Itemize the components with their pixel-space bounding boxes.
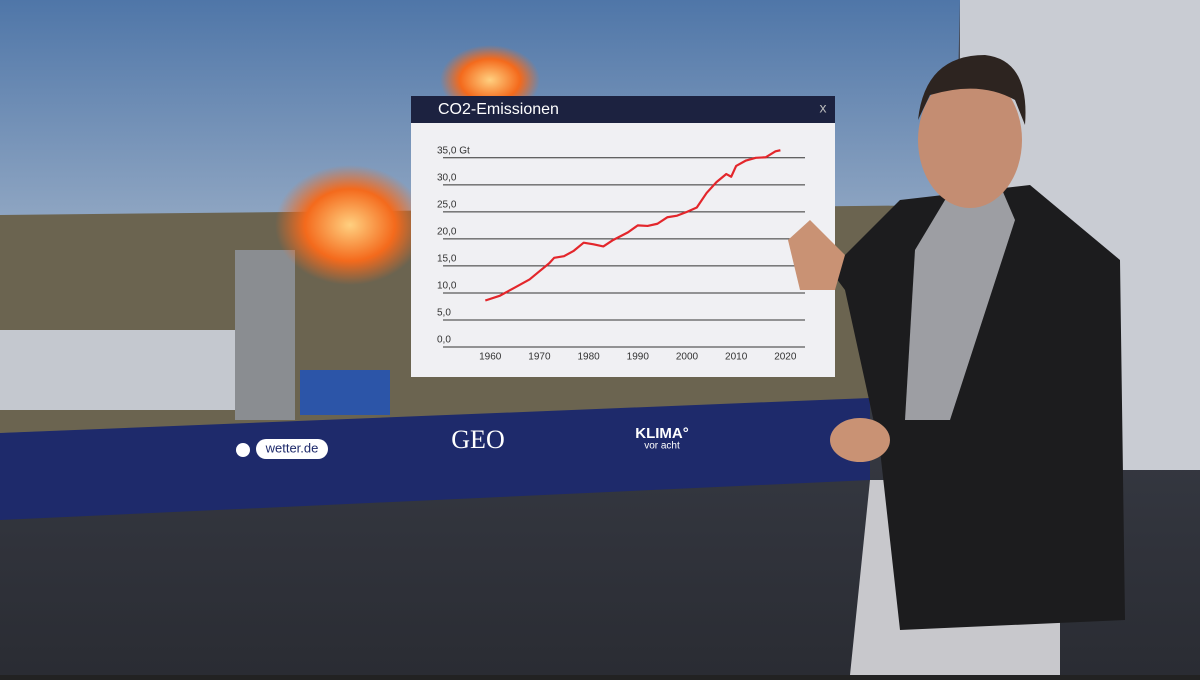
chart-body bbox=[411, 96, 835, 377]
y-tick-label: 0,0 bbox=[437, 335, 451, 346]
logo-geo: GEO bbox=[451, 425, 504, 454]
data-line bbox=[484, 149, 781, 302]
building bbox=[300, 370, 390, 415]
y-tick-label: 5,0 bbox=[437, 308, 451, 319]
jacket bbox=[830, 185, 1125, 630]
logo-pill bbox=[256, 439, 328, 459]
y-tick-label: 15,0 bbox=[437, 254, 457, 265]
logo-wetter: wetter.de bbox=[265, 440, 319, 455]
logo-klima-sub: vor acht bbox=[644, 441, 680, 452]
y-tick-label: 25,0 bbox=[437, 200, 457, 211]
building bbox=[0, 330, 240, 410]
x-tick-label: 2010 bbox=[725, 352, 748, 363]
y-tick-label: 35,0 Gt bbox=[437, 145, 470, 156]
chart-panel: CO2-Emissionen x 0,0 5,0 10,0 15,0 20,0 25,0 3… bbox=[411, 96, 835, 377]
hand bbox=[830, 418, 890, 462]
logo-klima: KLIMA° bbox=[635, 425, 689, 442]
chart-header bbox=[411, 96, 835, 123]
x-tick-label: 1980 bbox=[577, 352, 600, 363]
turtleneck bbox=[905, 185, 1015, 420]
x-tick-label: 1970 bbox=[528, 352, 551, 363]
y-tick-label: 10,0 bbox=[437, 281, 457, 292]
y-tick-label: 20,0 bbox=[437, 227, 457, 238]
x-tick-label: 2000 bbox=[676, 352, 699, 363]
close-button: x bbox=[820, 100, 827, 116]
logo-icon bbox=[236, 443, 250, 457]
x-tick-label: 2020 bbox=[774, 352, 797, 363]
x-tick-label: 1960 bbox=[479, 352, 502, 363]
head bbox=[918, 72, 1022, 208]
hand bbox=[788, 220, 845, 290]
hair bbox=[918, 55, 1026, 125]
chart-title: CO2-Emissionen bbox=[438, 101, 559, 118]
y-tick-label: 30,0 bbox=[437, 172, 457, 183]
flame bbox=[275, 165, 425, 285]
presenter bbox=[788, 55, 1125, 675]
x-tick-label: 1990 bbox=[627, 352, 650, 363]
logo-band bbox=[0, 398, 870, 520]
flare-stack bbox=[235, 250, 295, 420]
